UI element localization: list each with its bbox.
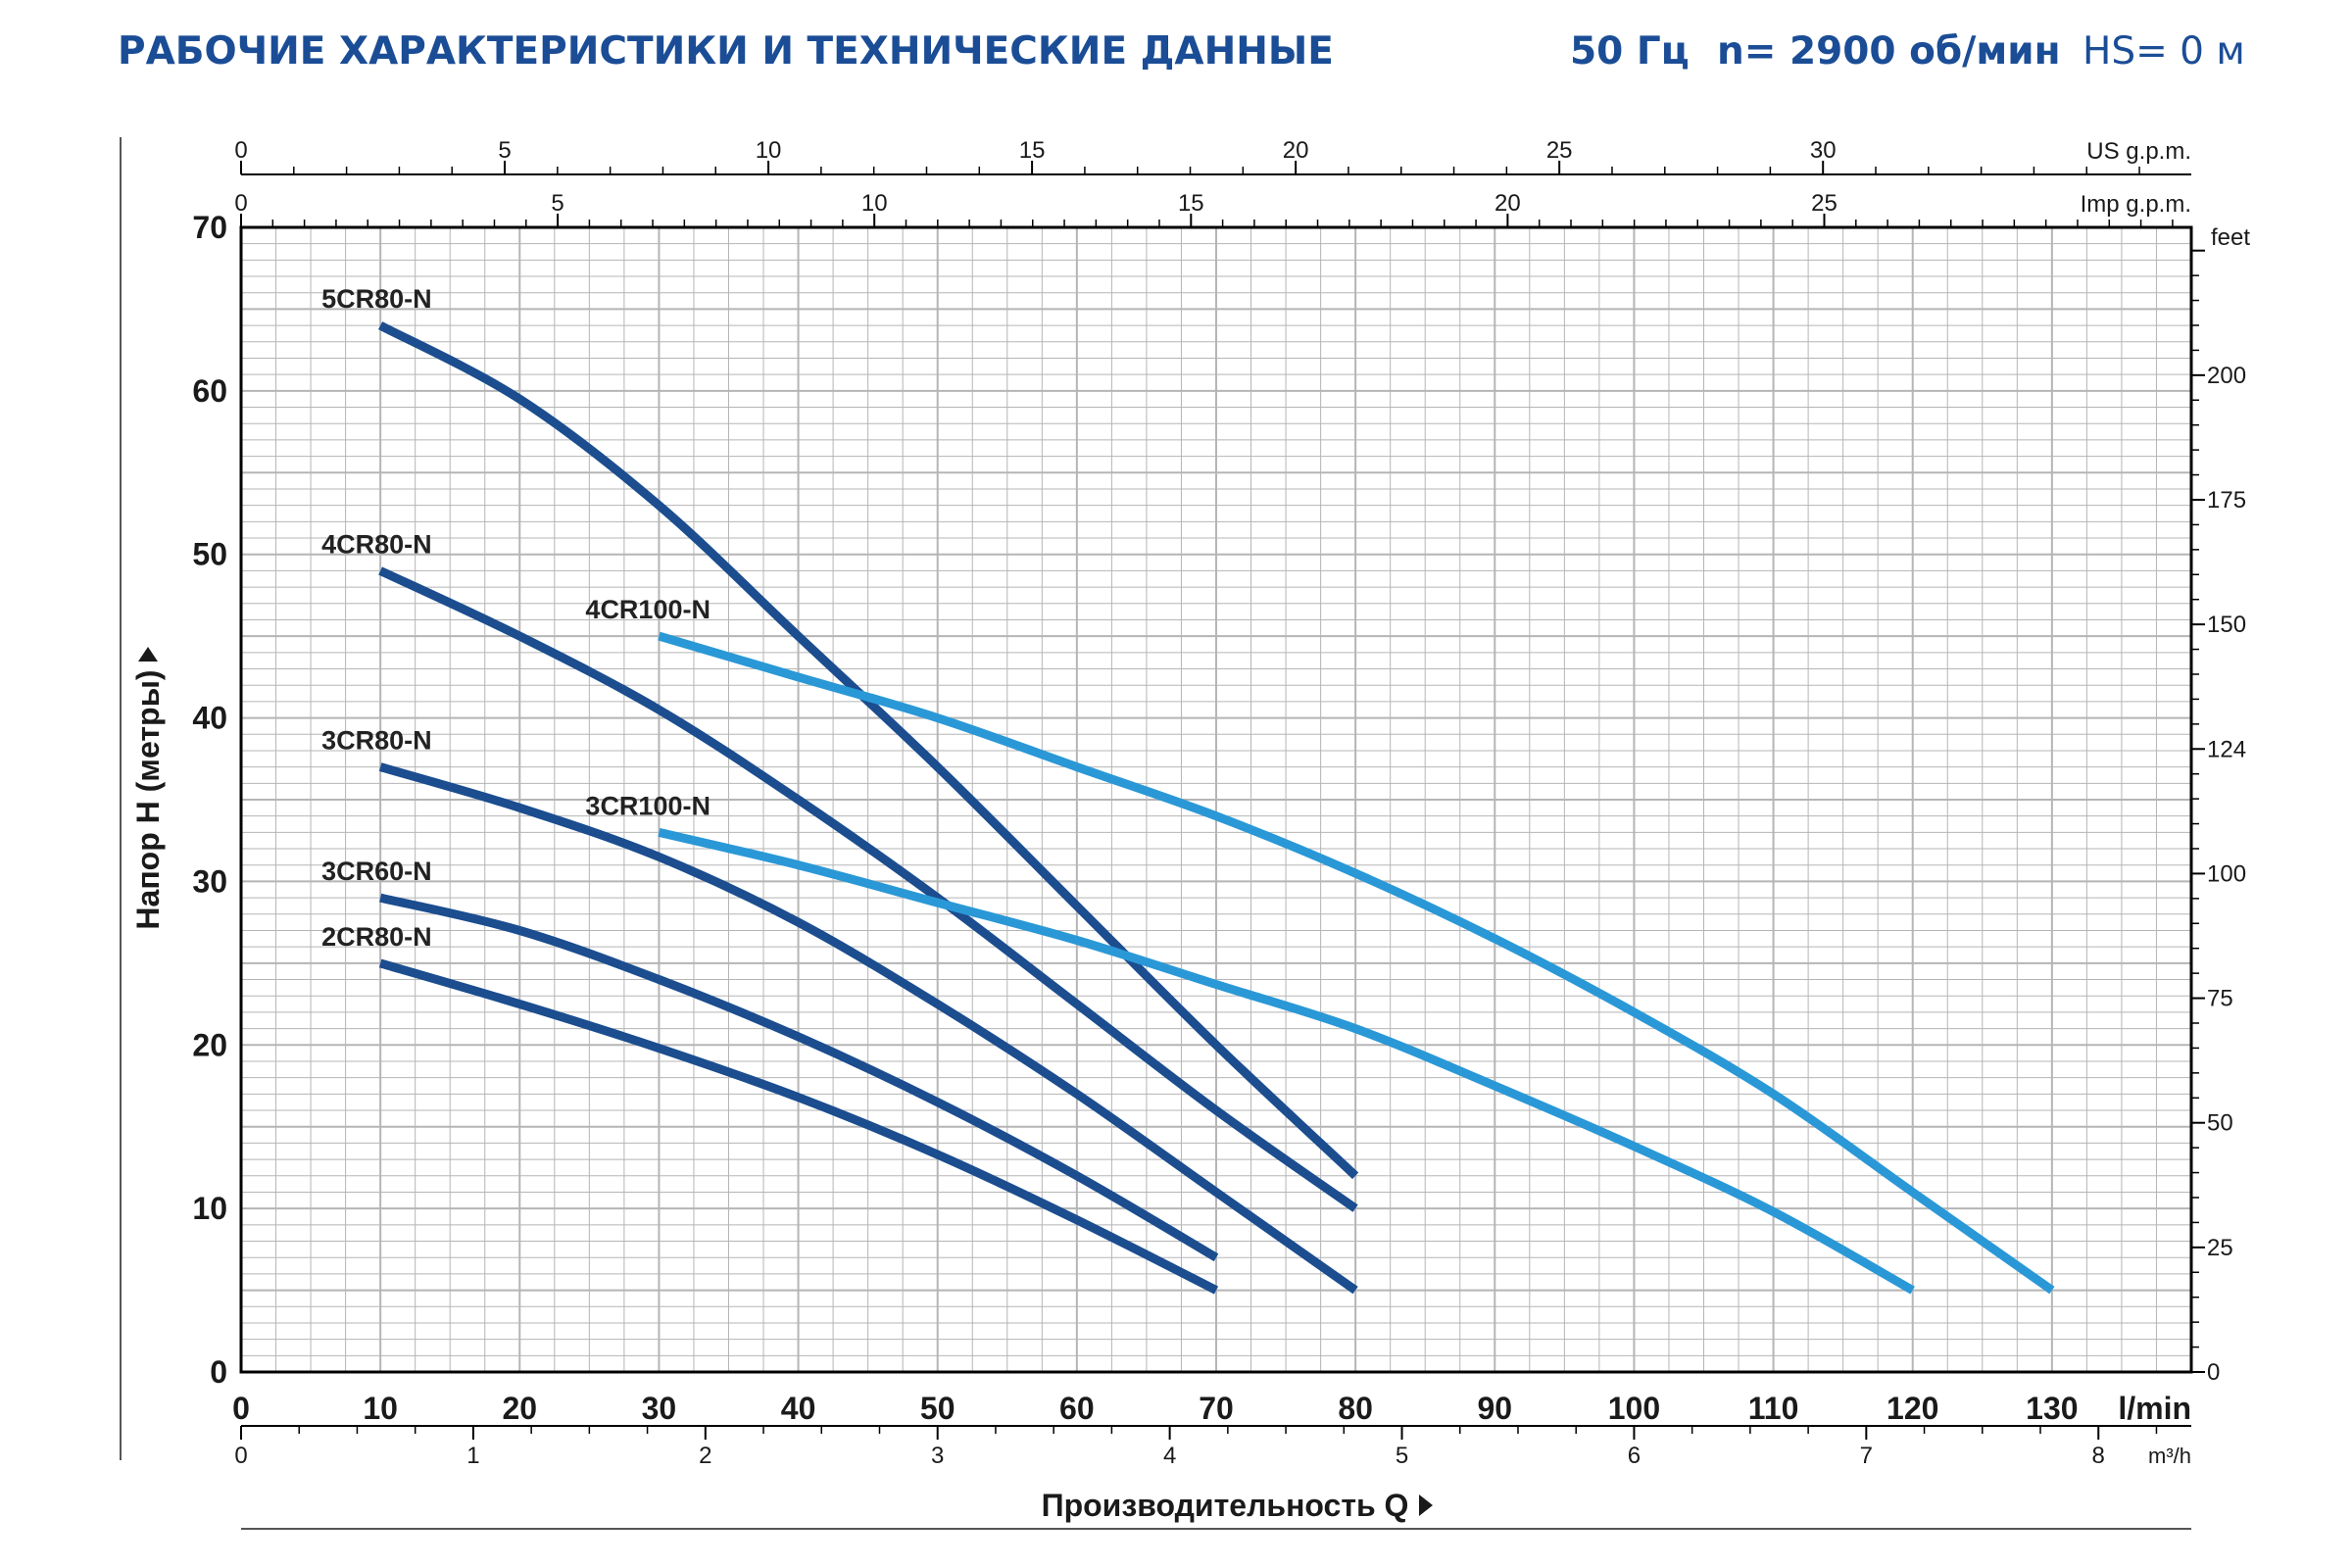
m3h-tick-label: 6 (1628, 1443, 1641, 1469)
x-tick-label: 110 (1748, 1391, 1799, 1426)
feet-unit-label: feet (2211, 224, 2250, 251)
series-line-4cr80-n (378, 566, 1358, 1212)
series-line-5cr80-n (378, 321, 1359, 1180)
x-unit-label: l/min (2118, 1391, 2191, 1426)
x-axis-title: Производительность Q (1042, 1488, 1409, 1523)
us-gpm-tick-label: 30 (1810, 137, 1837, 164)
series-line-3cr100-n (658, 828, 1915, 1295)
series-label-3cr80-n: 3CR80-N (321, 726, 432, 756)
secondary-axes: 0 5 10 15 20 25 30 US g.p.m.0 5 10 15 20 25 Imp g.p.m… (234, 137, 2250, 1469)
us-gpm-unit-label: US g.p.m. (2086, 138, 2191, 165)
major-gridlines (240, 226, 2192, 1373)
series-label-2cr80-n: 2CR80-N (321, 922, 432, 952)
x-tick-label: 100 (1608, 1391, 1660, 1426)
m3h-tick-label: 0 (234, 1443, 247, 1469)
m3h-tick-label: 4 (1163, 1443, 1176, 1469)
y-tick-label: 60 (192, 373, 227, 409)
m3h-tick-label: 3 (931, 1443, 944, 1469)
series-line-2cr80-n (378, 958, 1219, 1295)
y-axis-arrow (138, 647, 158, 662)
series-label-4cr100-n: 4CR100-N (585, 595, 710, 624)
feet-tick-label: 175 (2207, 487, 2246, 514)
suction-height-label: HS= 0 м (2082, 29, 2245, 74)
x-tick-label: 80 (1338, 1391, 1373, 1426)
feet-tick-label: 0 (2207, 1359, 2220, 1386)
series-label-5cr80-n: 5CR80-N (321, 284, 432, 314)
y-tick-label: 10 (192, 1191, 227, 1226)
x-tick-label: 40 (781, 1391, 816, 1426)
speed-label: n= 2900 об/мин (1717, 29, 2061, 74)
x-tick-label: 50 (920, 1391, 956, 1426)
series-group: 5CR80-N 4CR80-N 3CR80-N 3CR60-N 2CR80-N 4CR10… (321, 284, 2055, 1295)
m3h-tick-label: 1 (466, 1443, 479, 1469)
imp-gpm-tick-label: 25 (1811, 190, 1838, 217)
y-tick-label: 30 (192, 863, 227, 899)
series-label-3cr60-n: 3CR60-N (321, 857, 432, 886)
feet-tick-label: 100 (2207, 860, 2246, 887)
y-tick-label: 50 (192, 537, 227, 572)
series-label-3cr100-n: 3CR100-N (585, 791, 710, 820)
us-gpm-tick-label: 5 (498, 137, 511, 164)
feet-tick-label: 200 (2207, 363, 2246, 389)
x-tick-label: 10 (363, 1391, 398, 1426)
imp-gpm-unit-label: Imp g.p.m. (2081, 191, 2191, 218)
series-line-3cr60-n (379, 893, 1219, 1262)
y-axis-title: Напор H (метры) (130, 669, 166, 929)
m3h-unit-label: m³/h (2148, 1444, 2191, 1468)
m3h-tick-label: 5 (1396, 1443, 1408, 1469)
feet-tick-label: 50 (2207, 1110, 2233, 1137)
series-line-4cr100-n (658, 631, 2055, 1295)
y-tick-label: 20 (192, 1027, 227, 1062)
x-tick-label: 60 (1059, 1391, 1095, 1426)
imp-gpm-tick-label: 10 (861, 190, 888, 217)
y-tick-label: 70 (192, 210, 227, 245)
series-label-4cr80-n: 4CR80-N (321, 529, 432, 559)
m3h-tick-label: 2 (699, 1443, 711, 1469)
us-gpm-tick-label: 20 (1283, 137, 1309, 164)
imp-gpm-tick-label: 20 (1494, 190, 1521, 217)
page-title: РАБОЧИЕ ХАРАКТЕРИСТИКИ И ТЕХНИЧЕСКИЕ ДАН… (118, 29, 1334, 74)
us-gpm-tick-label: 25 (1546, 137, 1573, 164)
imp-gpm-tick-label: 0 (234, 190, 247, 217)
y-tick-label: 40 (192, 701, 227, 736)
us-gpm-tick-label: 15 (1019, 137, 1046, 164)
series-line-3cr80-n (378, 762, 1358, 1295)
imp-gpm-tick-label: 5 (551, 190, 564, 217)
feet-tick-label: 124 (2207, 736, 2246, 762)
us-gpm-tick-label: 0 (234, 137, 247, 164)
x-tick-label: 90 (1477, 1391, 1512, 1426)
x-tick-label: 0 (232, 1391, 250, 1426)
x-tick-label: 120 (1886, 1391, 1938, 1426)
primary-axes: 0 10 20 30 40 50 60 70 80 90 100 110 120 130 l/min 0 10 2… (192, 210, 2191, 1426)
m3h-tick-label: 7 (1860, 1443, 1873, 1469)
imp-gpm-tick-label: 15 (1178, 190, 1204, 217)
x-tick-label: 70 (1199, 1391, 1234, 1426)
m3h-tick-label: 8 (2092, 1443, 2105, 1469)
us-gpm-tick-label: 10 (756, 137, 782, 164)
feet-tick-label: 75 (2207, 986, 2233, 1012)
frequency-label: 50 Гц (1570, 29, 1690, 74)
feet-tick-label: 25 (2207, 1235, 2233, 1261)
y-tick-label: 0 (210, 1354, 227, 1390)
x-tick-label: 30 (642, 1391, 677, 1426)
feet-tick-label: 150 (2207, 612, 2246, 638)
x-tick-label: 20 (502, 1391, 537, 1426)
x-axis-arrow (1419, 1494, 1433, 1516)
x-tick-label: 130 (2026, 1391, 2078, 1426)
